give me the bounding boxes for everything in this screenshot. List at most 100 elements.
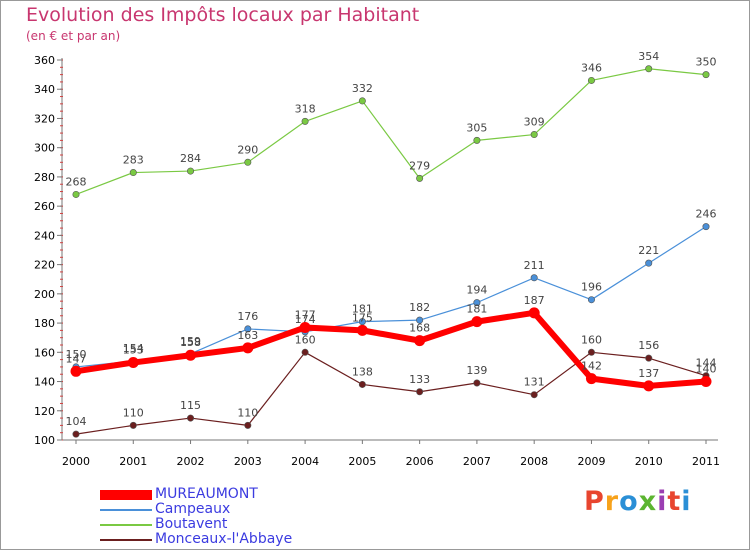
data-label-monceaux-l-abbaye: 156: [638, 339, 659, 352]
data-label-boutavent: 350: [696, 56, 717, 69]
x-tick-label: 2007: [463, 455, 491, 468]
data-label-mureaumont: 168: [409, 322, 430, 335]
data-label-boutavent: 354: [638, 50, 659, 63]
data-point-mureaumont: [585, 373, 597, 385]
data-label-mureaumont: 153: [123, 344, 144, 357]
data-label-campeaux: 211: [524, 259, 545, 272]
data-point-boutavent: [473, 136, 481, 144]
chart-subtitle: (en € et par an): [26, 29, 121, 43]
data-label-campeaux: 174: [295, 313, 316, 326]
data-point-boutavent: [702, 71, 710, 79]
chart-title: Evolution des Impôts locaux par Habitant: [26, 4, 420, 26]
data-label-monceaux-l-abbaye: 115: [180, 399, 201, 412]
data-label-campeaux: 159: [180, 335, 201, 348]
data-point-mureaumont: [414, 335, 426, 347]
data-label-boutavent: 305: [466, 121, 487, 134]
y-tick-label: 340: [34, 83, 55, 96]
data-label-boutavent: 283: [123, 154, 144, 167]
data-label-campeaux: 221: [638, 244, 659, 257]
x-tick-label: 2009: [577, 455, 605, 468]
data-label-monceaux-l-abbaye: 104: [66, 415, 87, 428]
data-label-mureaumont: 158: [180, 336, 201, 349]
data-point-boutavent: [187, 167, 195, 175]
data-point-campeaux: [587, 296, 595, 304]
data-point-mureaumont: [356, 324, 368, 336]
data-point-boutavent: [244, 158, 252, 166]
data-label-mureaumont: 137: [638, 367, 659, 380]
y-tick-label: 140: [34, 376, 55, 389]
data-point-campeaux: [416, 316, 424, 324]
y-tick-label: 220: [34, 259, 55, 272]
data-label-boutavent: 309: [524, 116, 545, 129]
data-label-mureaumont: 140: [696, 363, 717, 376]
data-label-monceaux-l-abbaye: 160: [581, 333, 602, 346]
data-point-boutavent: [416, 174, 424, 182]
data-label-campeaux: 246: [696, 208, 717, 221]
data-point-mureaumont: [127, 357, 139, 369]
data-label-mureaumont: 187: [524, 294, 545, 307]
data-point-monceaux-l-abbaye: [244, 421, 252, 429]
data-label-mureaumont: 175: [352, 311, 373, 324]
y-tick-label: 120: [34, 405, 55, 418]
x-tick-label: 2008: [520, 455, 548, 468]
data-point-monceaux-l-abbaye: [473, 379, 481, 387]
data-label-monceaux-l-abbaye: 131: [524, 376, 545, 389]
data-label-boutavent: 290: [237, 143, 258, 156]
data-label-mureaumont: 181: [466, 303, 487, 316]
series-line-mureaumont: [75, 309, 707, 389]
data-point-boutavent: [301, 117, 309, 125]
data-label-mureaumont: 147: [66, 352, 87, 365]
data-point-monceaux-l-abbaye: [530, 391, 538, 399]
y-tick-label: 160: [34, 346, 55, 359]
data-point-mureaumont: [643, 380, 655, 392]
data-label-campeaux: 176: [237, 310, 258, 323]
legend-label: MUREAUMONT: [155, 486, 258, 502]
data-label-monceaux-l-abbaye: 139: [466, 364, 487, 377]
data-point-campeaux: [645, 259, 653, 267]
data-point-campeaux: [358, 318, 366, 326]
series-line-monceaux-l-abbaye: [75, 351, 707, 435]
data-label-campeaux: 154: [123, 342, 144, 355]
data-label-campeaux: 194: [466, 284, 487, 297]
x-tick-label: 2011: [692, 455, 720, 468]
data-point-monceaux-l-abbaye: [587, 348, 595, 356]
data-point-boutavent: [530, 131, 538, 139]
data-point-boutavent: [129, 169, 137, 177]
data-label-boutavent: 318: [295, 102, 316, 115]
legend-label: Boutavent: [155, 516, 228, 532]
data-point-monceaux-l-abbaye: [301, 348, 309, 356]
x-tick-label: 2000: [62, 455, 90, 468]
series-line-campeaux: [75, 226, 707, 368]
data-label-mureaumont: 177: [295, 308, 316, 321]
data-label-boutavent: 346: [581, 61, 602, 74]
data-point-boutavent: [587, 76, 595, 84]
legend-label: Monceaux-l'Abbaye: [155, 531, 293, 547]
proxiti-logo: Proxiti: [584, 486, 692, 517]
data-point-monceaux-l-abbaye: [187, 414, 195, 422]
data-label-mureaumont: 163: [237, 329, 258, 342]
y-tick-label: 260: [34, 200, 55, 213]
data-label-boutavent: 279: [409, 159, 430, 172]
data-point-mureaumont: [700, 376, 712, 388]
data-label-monceaux-l-abbaye: 138: [352, 365, 373, 378]
data-label-mureaumont: 142: [581, 360, 602, 373]
y-tick-label: 360: [34, 54, 55, 67]
data-point-campeaux: [530, 274, 538, 282]
x-tick-label: 2006: [406, 455, 434, 468]
data-point-mureaumont: [242, 342, 254, 354]
data-label-monceaux-l-abbaye: 144: [696, 357, 717, 370]
x-tick-label: 2001: [119, 455, 147, 468]
data-point-mureaumont: [299, 321, 311, 333]
data-point-mureaumont: [185, 349, 197, 361]
data-label-campeaux: 181: [352, 303, 373, 316]
data-label-monceaux-l-abbaye: 133: [409, 373, 430, 386]
x-tick-label: 2004: [291, 455, 319, 468]
data-label-boutavent: 332: [352, 82, 373, 95]
y-tick-label: 240: [34, 229, 55, 242]
data-point-monceaux-l-abbaye: [416, 388, 424, 396]
data-point-monceaux-l-abbaye: [72, 430, 80, 438]
data-label-monceaux-l-abbaye: 160: [295, 333, 316, 346]
data-point-campeaux: [244, 325, 252, 333]
